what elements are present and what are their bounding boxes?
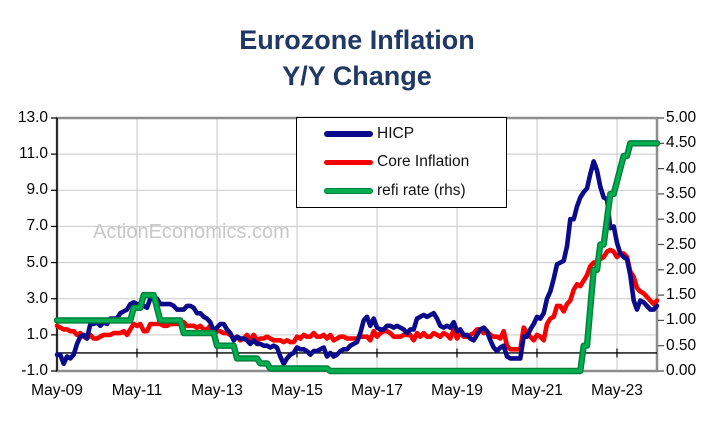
legend-item-refi: refi rate (rhs): [324, 182, 506, 200]
x-axis-tick-label: May-09: [31, 382, 83, 399]
x-axis-tick-label: May-23: [591, 382, 643, 399]
chart-title: Eurozone Inflation Y/Y Change: [0, 22, 714, 94]
legend-item-core: Core Inflation: [324, 153, 506, 171]
left-axis-tick-label: 1.0: [26, 325, 48, 343]
legend-item-hicp: HICP: [324, 125, 506, 143]
x-axis-tick-label: May-21: [511, 382, 563, 399]
legend: HICP Core Inflation refi rate (rhs): [296, 117, 507, 208]
right-axis-tick-label: 4.50: [666, 134, 697, 152]
right-axis-tick-label: 0.00: [666, 362, 697, 379]
chart-title-line1: Eurozone Inflation: [239, 25, 475, 55]
right-axis-tick-label: 3.50: [666, 184, 697, 202]
legend-line-swatch-core: [324, 159, 373, 166]
x-axis-tick-label: May-19: [431, 382, 483, 399]
left-axis-tick-label: 3.0: [26, 289, 48, 307]
legend-line-swatch-refi: [324, 188, 373, 194]
x-axis-tick-label: May-15: [271, 382, 323, 399]
series-line-refi: [55, 141, 659, 373]
chart-title-line2: Y/Y Change: [282, 61, 432, 91]
legend-label: Core Inflation: [377, 153, 470, 171]
right-axis-tick-label: 1.50: [666, 286, 697, 304]
legend-label: refi rate (rhs): [377, 181, 466, 199]
legend-line-swatch-hicp: [324, 131, 373, 137]
left-axis-tick-label: -1.0: [21, 362, 48, 379]
right-axis-tick-label: 2.00: [666, 260, 697, 278]
legend-label: HICP: [377, 125, 415, 143]
left-axis-tick-label: 11.0: [18, 145, 48, 163]
right-axis-tick-label: 5.00: [666, 109, 697, 126]
right-axis-tick-label: 3.00: [666, 210, 697, 228]
right-axis-tick-label: 4.00: [666, 159, 697, 177]
right-axis-tick-label: 1.00: [666, 311, 697, 329]
x-axis-tick-label: May-11: [111, 382, 163, 399]
left-axis-tick-label: 9.0: [26, 181, 48, 199]
left-axis-tick-label: 7.0: [26, 217, 48, 235]
left-axis-tick-label: 13.0: [17, 109, 48, 126]
x-axis-tick-label: May-13: [191, 382, 243, 399]
left-axis-tick-label: 5.0: [26, 253, 48, 271]
right-axis-tick-label: 2.50: [666, 235, 697, 253]
right-axis-tick-label: 0.50: [666, 336, 697, 354]
x-axis-tick-label: May-17: [351, 382, 403, 399]
